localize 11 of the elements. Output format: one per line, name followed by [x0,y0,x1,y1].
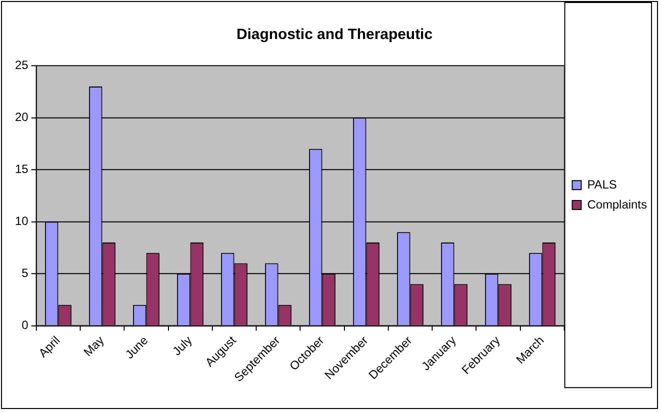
x-tick-label: May [80,333,107,360]
legend-label: PALS [587,177,617,192]
y-tick-label: 20 [14,110,29,124]
y-tick-label: 10 [14,214,29,228]
x-tick-label: July [170,333,195,358]
y-tick-label: 0 [22,318,29,332]
y-tick-label: 15 [14,162,29,176]
legend-label: Complaints [587,197,647,212]
chart-title: Diagnostic and Therapeutic [236,26,433,43]
y-tick-label: 25 [14,58,29,72]
y-tick-label: 5 [22,266,29,280]
